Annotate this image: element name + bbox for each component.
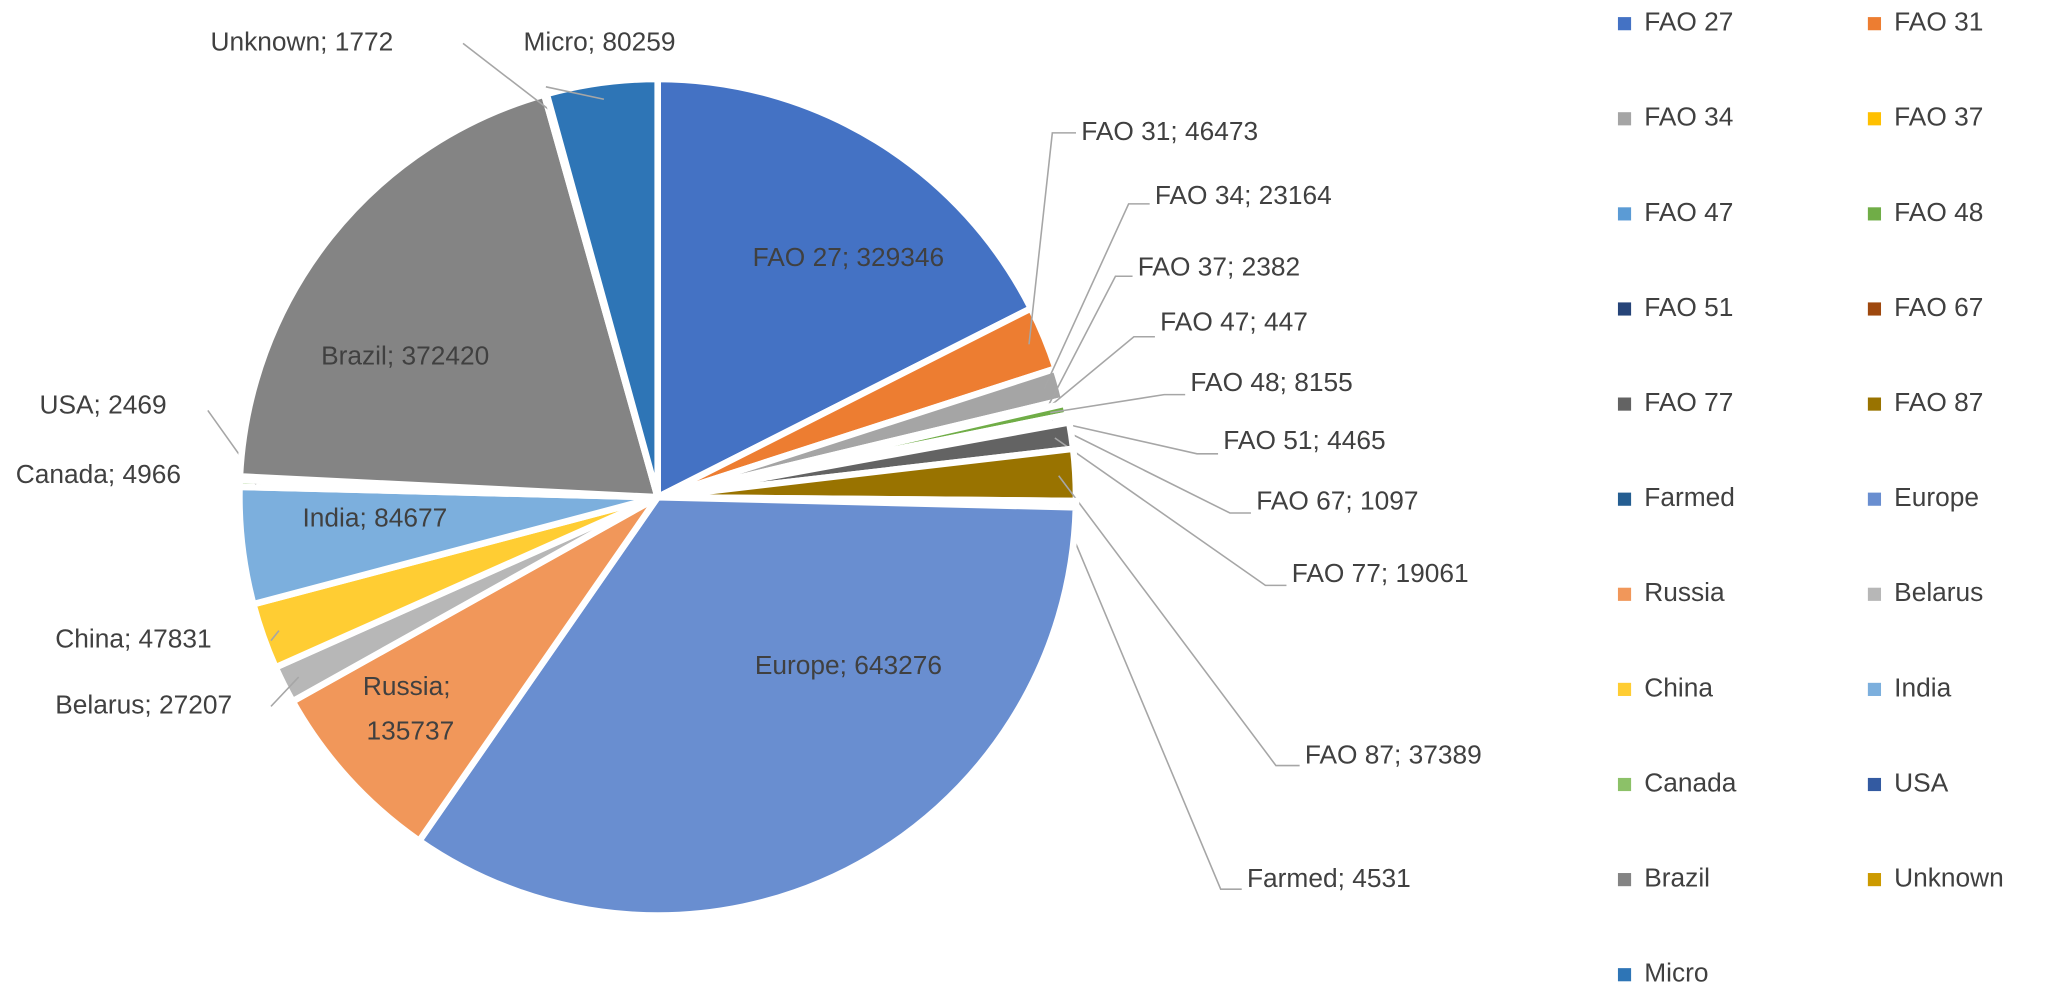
legend-swatch bbox=[1867, 873, 1882, 887]
legend-swatch bbox=[1617, 397, 1632, 411]
legend-swatch bbox=[1867, 397, 1882, 411]
legend-label: Russia bbox=[1644, 577, 1725, 607]
pie-slice bbox=[543, 75, 661, 501]
legend-swatch bbox=[1617, 112, 1632, 126]
data-label-line: 135737 bbox=[367, 716, 455, 746]
leader-line bbox=[1050, 393, 1186, 414]
legend-swatch bbox=[1617, 682, 1632, 696]
data-label: FAO 47; 447 bbox=[1160, 307, 1308, 337]
legend-label: Canada bbox=[1644, 767, 1736, 797]
legend-label: FAO 47 bbox=[1644, 197, 1733, 227]
legend-swatch bbox=[1867, 777, 1882, 792]
leader-line bbox=[270, 630, 280, 642]
legend-swatch bbox=[1867, 682, 1882, 696]
leader-line bbox=[1043, 203, 1150, 389]
data-label: Farmed; 4531 bbox=[1247, 863, 1411, 893]
legend-label: FAO 34 bbox=[1644, 102, 1733, 132]
legend-label: Micro bbox=[1644, 958, 1708, 983]
legend-swatch bbox=[1867, 302, 1882, 316]
leader-line bbox=[1048, 335, 1155, 408]
legend-label: FAO 27 bbox=[1644, 7, 1733, 37]
legend-swatch bbox=[1617, 207, 1632, 221]
legend-label: India bbox=[1894, 672, 1951, 702]
data-label: FAO 27; 329346 bbox=[753, 242, 945, 272]
leader-line bbox=[1028, 132, 1076, 345]
legend-swatch bbox=[1617, 17, 1632, 31]
data-label: USA; 2469 bbox=[39, 389, 166, 419]
legend-label: FAO 87 bbox=[1894, 387, 1983, 417]
leader-line bbox=[545, 86, 605, 101]
chart-area: FAO 27; 329346 FAO 31; 46473 FAO 34; 23164… bbox=[16, 7, 2004, 983]
data-label: FAO 31; 46473 bbox=[1081, 116, 1258, 146]
data-label: China; 47831 bbox=[55, 624, 211, 654]
leader-line bbox=[270, 676, 300, 707]
legend-swatch bbox=[1867, 17, 1882, 31]
leader-line bbox=[1052, 423, 1251, 514]
legend-label: FAO 31 bbox=[1894, 7, 1983, 37]
data-label: FAO 51; 4465 bbox=[1223, 425, 1385, 455]
legend-swatch bbox=[1617, 873, 1632, 887]
legend-label: FAO 48 bbox=[1894, 197, 1983, 227]
data-label: Canada; 4966 bbox=[16, 459, 181, 489]
legend-label: Unknown bbox=[1894, 863, 2004, 893]
pie-slice bbox=[654, 75, 1035, 501]
legend-label: Farmed bbox=[1644, 482, 1735, 512]
legend-label: USA bbox=[1894, 767, 1949, 797]
leader-line bbox=[1047, 275, 1133, 406]
pie-slice bbox=[289, 493, 661, 845]
legend-label: FAO 67 bbox=[1894, 292, 1983, 322]
data-label: FAO 34; 23164 bbox=[1155, 180, 1332, 210]
data-label: FAO 87; 37389 bbox=[1305, 739, 1482, 769]
legend-swatch bbox=[1867, 112, 1882, 126]
data-label: Russia; 135737 bbox=[363, 671, 458, 746]
data-label: FAO 77; 19061 bbox=[1292, 558, 1469, 588]
data-label: Europe; 643276 bbox=[755, 650, 942, 680]
legend-swatch bbox=[1867, 492, 1882, 506]
leader-line bbox=[1058, 503, 1242, 890]
legend-swatch bbox=[1867, 587, 1882, 601]
data-label: India; 84677 bbox=[303, 503, 448, 533]
legend-swatch bbox=[1617, 302, 1632, 316]
leader-line bbox=[1058, 475, 1300, 767]
data-label: Brazil; 372420 bbox=[321, 341, 489, 371]
data-label: Belarus; 27207 bbox=[55, 689, 232, 719]
data-label: FAO 37; 2382 bbox=[1138, 251, 1300, 281]
pie-slice bbox=[415, 493, 1080, 919]
data-label: FAO 67; 1097 bbox=[1256, 485, 1418, 515]
legend-swatch bbox=[1867, 207, 1882, 221]
legend-label: FAO 51 bbox=[1644, 292, 1733, 322]
legend-label: FAO 37 bbox=[1894, 102, 1983, 132]
legend-swatch bbox=[1617, 968, 1632, 982]
data-label: Micro; 80259 bbox=[524, 26, 676, 56]
legend-swatch bbox=[1617, 587, 1632, 601]
data-label: FAO 48; 8155 bbox=[1190, 367, 1352, 397]
leader-line bbox=[1051, 420, 1219, 455]
legend-label: Europe bbox=[1894, 482, 1979, 512]
data-label-line: Russia; bbox=[363, 671, 458, 701]
legend-label: Brazil bbox=[1644, 863, 1710, 893]
pie-slice bbox=[236, 91, 661, 501]
legend-label: China bbox=[1644, 672, 1713, 702]
legend-label: FAO 77 bbox=[1644, 387, 1733, 417]
leader-line bbox=[462, 42, 551, 112]
leader-line bbox=[1054, 437, 1287, 587]
legend-label: Belarus bbox=[1894, 577, 1983, 607]
legend-swatch bbox=[1617, 492, 1632, 506]
legend-swatch bbox=[1617, 777, 1632, 792]
data-label: Unknown; 1772 bbox=[210, 26, 393, 56]
